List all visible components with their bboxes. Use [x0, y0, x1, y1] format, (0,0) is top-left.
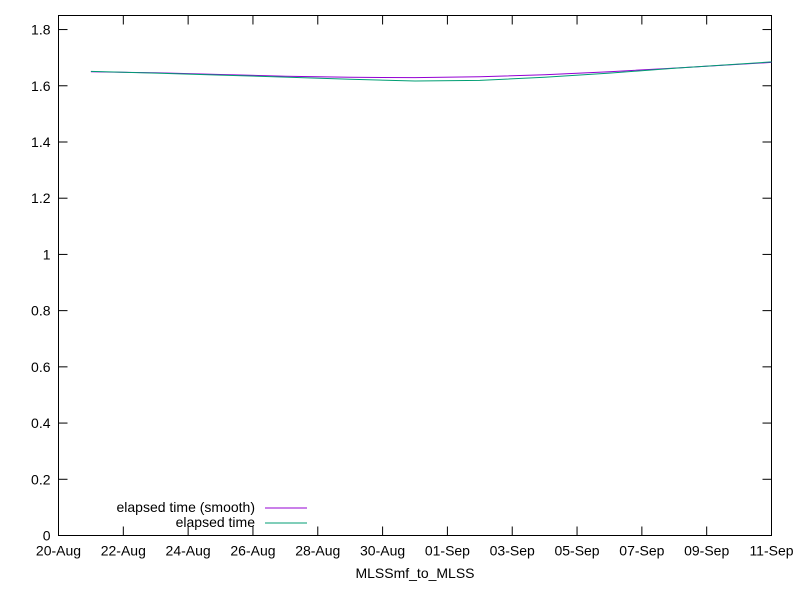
y-tick-label: 1.6 [31, 78, 51, 94]
x-tick-label: 11-Sep [749, 543, 793, 559]
y-tick-label: 0.4 [31, 415, 51, 431]
y-tick-label: 1.2 [31, 190, 51, 206]
x-tick-label: 09-Sep [684, 543, 729, 559]
x-tick-label: 01-Sep [425, 543, 470, 559]
y-tick-label: 1.8 [31, 22, 51, 38]
y-tick-label: 0.8 [31, 303, 51, 319]
series-lines [90, 61, 772, 82]
y-tick-label: 1 [43, 246, 51, 262]
legend: elapsed time (smooth)elapsed time [116, 499, 307, 530]
series-line-2 [90, 61, 772, 82]
plot-frame [58, 15, 772, 536]
y-tick-label: 1.4 [31, 134, 51, 150]
x-tick-label: 28-Aug [295, 543, 340, 559]
x-tick-label: 30-Aug [360, 543, 405, 559]
x-tick-label: 26-Aug [230, 543, 275, 559]
y-tick-label: 0 [43, 528, 51, 544]
x-tick-label: 24-Aug [166, 543, 211, 559]
x-tick-label: 07-Sep [619, 543, 664, 559]
x-tick-label: 20-Aug [36, 543, 81, 559]
legend-label-2: elapsed time [176, 514, 256, 530]
series-line-1 [90, 61, 772, 79]
x-tick-label: 03-Sep [490, 543, 535, 559]
x-axis-title: MLSSmf_to_MLSS [355, 565, 474, 581]
y-axis: 0 0.2 0.4 0.6 0.8 1 1.2 1.4 1.6 1.8 [31, 22, 772, 544]
x-axis: 20-Aug 22-Aug 24-Aug 26-Aug 28-Aug 30-Aug 01-S… [36, 15, 794, 559]
y-tick-label: 0.6 [31, 359, 51, 375]
legend-label-1: elapsed time (smooth) [116, 499, 255, 515]
x-tick-label: 05-Sep [554, 543, 599, 559]
y-tick-label: 0.2 [31, 471, 51, 487]
x-tick-label: 22-Aug [101, 543, 146, 559]
